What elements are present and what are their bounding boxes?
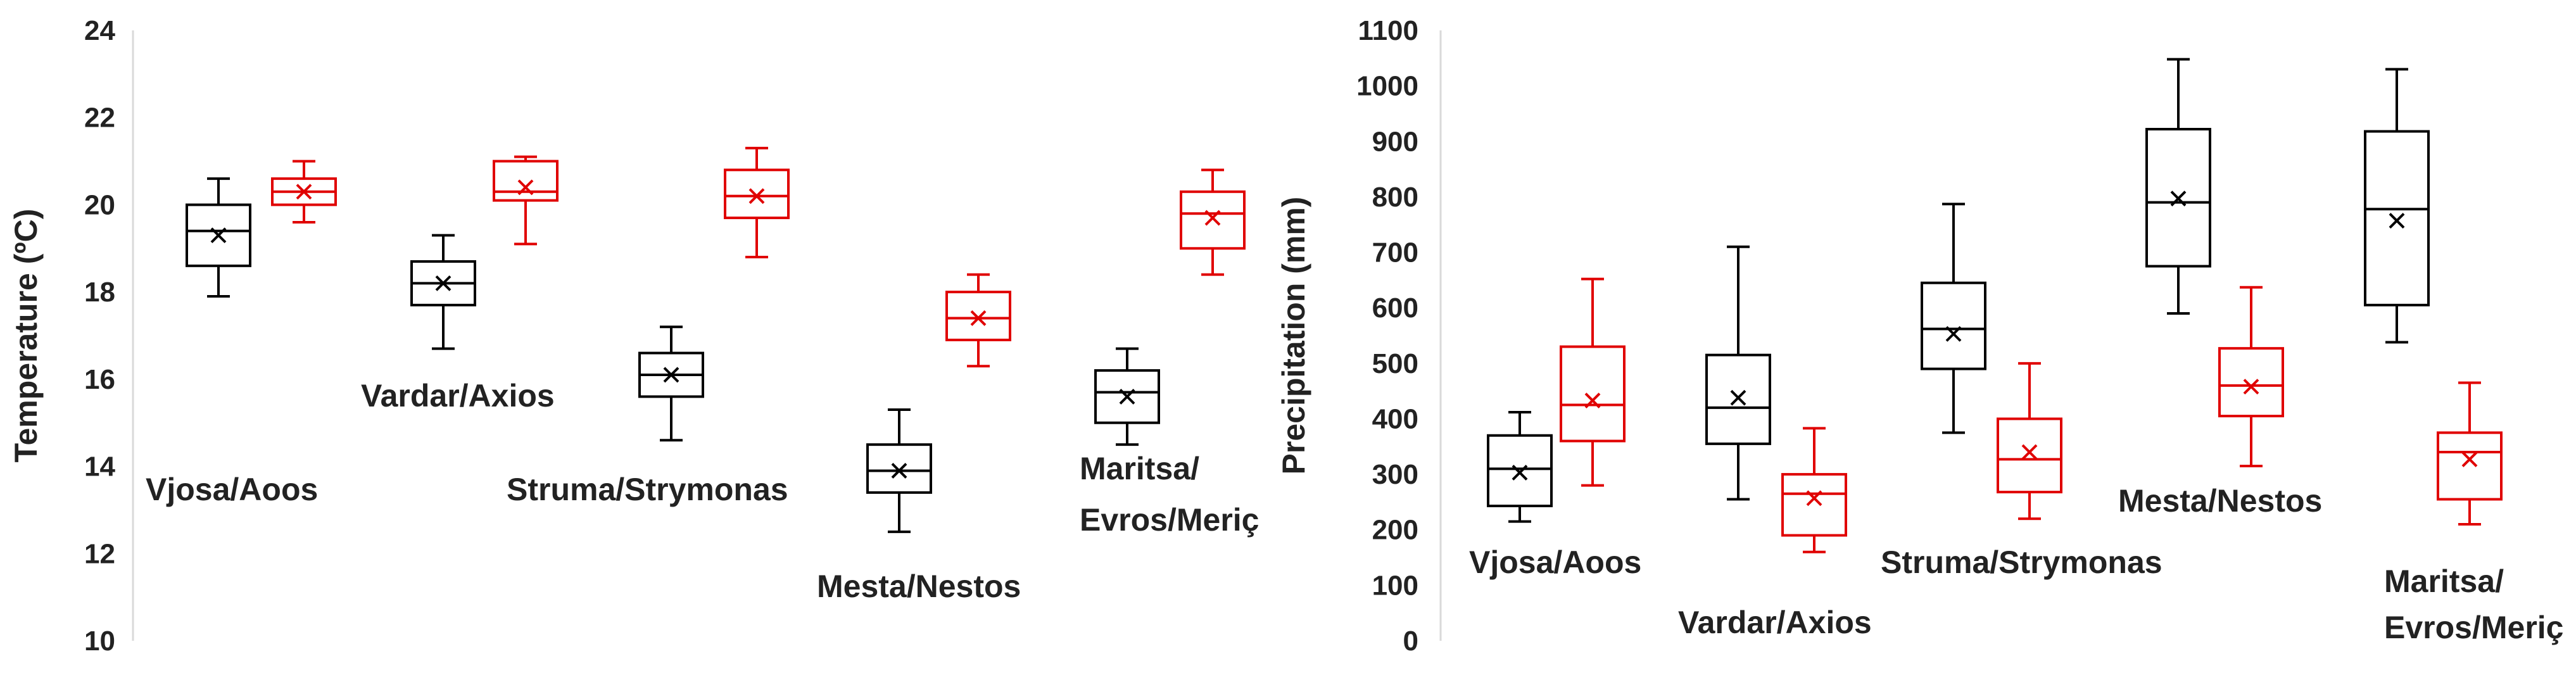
mean-marker (210, 227, 227, 244)
category-label: Maritsa/ (2384, 564, 2504, 599)
mean-marker (1512, 465, 1528, 481)
mean-marker (2021, 444, 2038, 460)
category-label: Struma/Strymonas (1881, 545, 2162, 580)
box-black-4 (866, 408, 932, 533)
mean-marker (2170, 191, 2187, 206)
mean-marker (296, 184, 312, 200)
mean-marker (435, 275, 451, 291)
box-black-5 (2364, 68, 2430, 344)
mean-marker (1806, 490, 1822, 507)
box-red-1 (1560, 277, 1626, 487)
y-tick-label: 700 (1372, 237, 1418, 268)
y-tick-label: 22 (84, 103, 115, 134)
temperature-boxplot-panel: 10 12 14 16 18 20 22 24 Temperature (ºC) Vjosa/Ao… (8, 15, 1259, 657)
y-tick-label: 1000 (1356, 71, 1418, 102)
iqr-box (1781, 473, 1847, 537)
mean-marker (891, 463, 907, 479)
y-tick-label: 900 (1372, 126, 1418, 157)
y-tick-label: 18 (84, 277, 115, 308)
y-tick-label: 200 (1372, 515, 1418, 546)
y-tick-label: 800 (1372, 182, 1418, 213)
category-label: Evros/Meriç (1080, 502, 1259, 538)
mean-marker (1730, 389, 1746, 406)
category-label: Vardar/Axios (361, 378, 555, 413)
y-tick-label: 20 (84, 189, 115, 220)
mean-marker (970, 310, 987, 326)
mean-marker (2461, 451, 2478, 467)
y-tick-label: 12 (84, 538, 115, 569)
precipitation-boxplot-panel: 0 100 200 300 400 500 600 700 800 900 1000 1100 Prec… (1276, 15, 2563, 657)
y-tick-label: 300 (1372, 459, 1418, 490)
box-red-4 (2218, 286, 2284, 467)
iqr-box (1560, 345, 1626, 443)
y-axis-title: Temperature (ºC) (8, 209, 44, 463)
box-red-2 (1781, 427, 1847, 553)
mean-marker (2389, 213, 2405, 229)
category-label: Vjosa/Aoos (1469, 545, 1641, 580)
y-tick-label: 10 (84, 626, 115, 657)
box-black-2 (410, 234, 476, 350)
y-tick-label: 14 (84, 451, 115, 482)
category-label: Struma/Strymonas (507, 472, 788, 507)
box-red-5 (2437, 381, 2503, 526)
mean-marker (517, 179, 534, 196)
y-tick-label: 1100 (1358, 15, 1418, 46)
category-label: Mesta/Nestos (817, 569, 1021, 604)
box-black-4 (2145, 58, 2211, 315)
iqr-box (2364, 130, 2430, 306)
y-tick-label: 16 (84, 364, 115, 395)
iqr-box (2437, 431, 2503, 501)
box-black-5 (1094, 347, 1160, 446)
mean-marker (1584, 393, 1601, 408)
iqr-box (1487, 434, 1553, 508)
iqr-box (2218, 347, 2284, 418)
category-label: Vjosa/Aoos (146, 472, 318, 507)
category-label: Vardar/Axios (1678, 605, 1872, 640)
box-red-2 (493, 155, 559, 246)
box-black-1 (1487, 410, 1553, 523)
mean-marker (1119, 388, 1135, 405)
mean-marker (2243, 379, 2259, 395)
box-black-2 (1705, 245, 1771, 501)
category-label: Maritsa/ (1080, 451, 1199, 486)
iqr-box (724, 168, 790, 220)
y-tick-label: 400 (1372, 403, 1418, 434)
y-tick-label: 600 (1372, 293, 1418, 324)
iqr-box (1921, 281, 1986, 370)
iqr-box (1180, 190, 1246, 250)
y-tick-label: 100 (1372, 570, 1418, 601)
box-black-3 (638, 325, 704, 442)
iqr-box (493, 160, 559, 202)
category-label: Evros/Meriç (2384, 610, 2563, 645)
iqr-box (1997, 417, 2062, 494)
iqr-box (866, 443, 932, 494)
box-black-3 (1921, 203, 1986, 434)
box-black-1 (186, 177, 251, 298)
mean-marker (1204, 210, 1221, 226)
box-red-3 (1997, 362, 2062, 520)
mean-marker (663, 367, 679, 383)
box-red-1 (271, 160, 337, 224)
category-label: Mesta/Nestos (2118, 483, 2322, 519)
y-tick-label: 0 (1403, 626, 1418, 657)
y-tick-label: 500 (1372, 348, 1418, 379)
box-red-4 (945, 273, 1011, 368)
box-red-5 (1180, 168, 1246, 276)
mean-marker (1945, 325, 1962, 342)
y-axis-title: Precipitation (mm) (1276, 197, 1311, 475)
iqr-box (945, 291, 1011, 341)
y-tick-label: 24 (84, 15, 115, 46)
box-red-3 (724, 146, 790, 259)
mean-marker (748, 188, 765, 205)
